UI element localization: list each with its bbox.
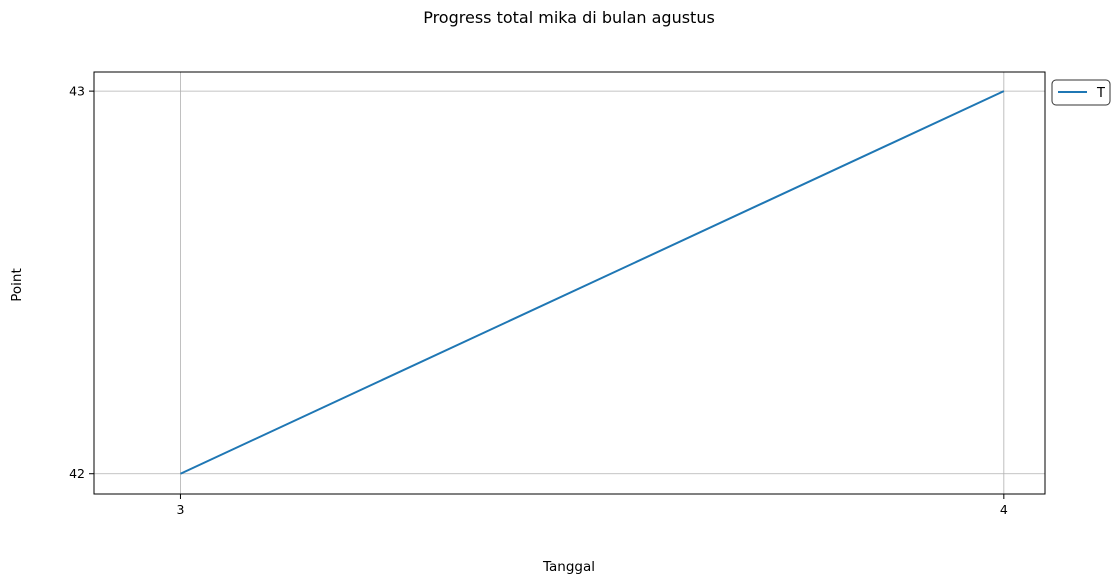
plot-frame	[93, 71, 1046, 495]
y-axis-label: Point	[9, 268, 25, 302]
y-tick-label: 43	[69, 84, 85, 99]
y-ticks: 42 43	[69, 84, 94, 481]
x-tick-label: 3	[176, 502, 184, 517]
series-layer	[180, 90, 1005, 475]
chart-title: Progress total mika di bulan agustus	[423, 8, 715, 27]
grid	[94, 72, 1045, 494]
x-axis-label: Tanggal	[542, 559, 595, 575]
legend: T	[1051, 79, 1111, 106]
y-tick-label: 42	[69, 466, 85, 481]
x-tick-label: 4	[1000, 502, 1008, 517]
series-line-t	[180, 90, 1005, 475]
legend-label-t: T	[1096, 86, 1105, 101]
